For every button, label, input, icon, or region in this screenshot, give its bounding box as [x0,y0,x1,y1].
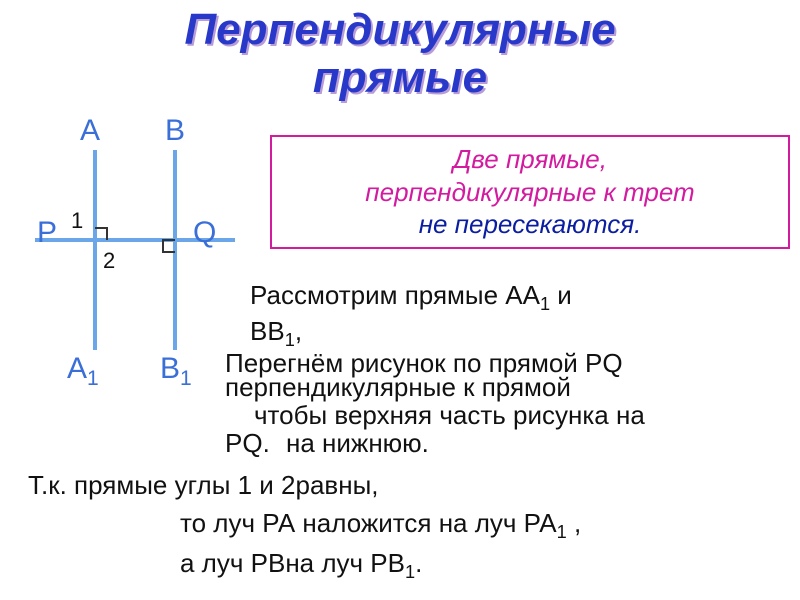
label-P: Р [37,216,57,250]
geometry-diagram: А В Р Q А1 В1 1 2 [25,120,245,400]
theorem-line1: Две прямые, [282,143,778,176]
text-pq-frag: PQ. [225,428,270,459]
text-bb1: ВВ1, [250,316,302,351]
ray1-tail: , [567,508,581,538]
na-bottom: на нижнюю. [286,428,429,458]
slide-title: Перпендикулярные прямые [0,6,800,103]
text-so-top: чтобы верхняя часть рисунка на [254,400,645,431]
text-na-bottom: на нижнюю. [286,428,429,459]
ray2-sub: 1 [405,562,415,582]
text-ray1: то луч РА наложится на луч РА1 , [180,508,581,543]
since-suffix: равны, [296,470,379,500]
label-A1-sub: 1 [87,367,99,390]
ray2-tail: . [415,548,422,578]
consider-mid: и [550,280,572,310]
theorem-line2: перпендикулярные к трет [282,176,778,209]
label-A: А [80,114,100,148]
text-since: Т.к. прямые углы 1 и 2равны, [28,470,379,501]
label-B: В [165,114,185,148]
ray1-sub: 1 [557,522,567,542]
label-B1: В1 [160,352,192,391]
label-A1-base: А [67,352,87,385]
ray2-mid: на луч РВ [285,548,405,578]
text-consider: Рассмотрим прямые АА1 и [250,280,572,315]
since-prefix: Т.к. прямые углы 1 и 2 [28,470,296,500]
perp-overlay: перпендикулярные к прямой [225,372,571,402]
label-Q: Q [193,216,216,250]
title-line2: прямые [0,54,800,102]
consider-prefix: Рассмотрим прямые АА [250,280,540,310]
consider-sub1: 1 [540,294,550,314]
angle-1: 1 [71,208,83,234]
title-line1: Перпендикулярные [0,6,800,54]
text-ray2: а луч РВна луч РВ1. [180,548,422,583]
label-B1-base: В [160,352,180,385]
so-top: чтобы верхняя часть рисунка на [254,400,645,430]
label-A1: А1 [67,352,99,391]
pq-frag: PQ. [225,428,270,458]
ray1-prefix: то луч РА наложится на луч РА [180,508,557,538]
bb-base: ВВ [250,316,285,346]
angle-2: 2 [103,248,115,274]
text-perp-overlay: перпендикулярные к прямой [225,372,571,403]
bb-comma: , [295,316,302,346]
ray2-prefix: а луч РВ [180,548,285,578]
label-B1-sub: 1 [180,367,192,390]
theorem-line3: не пересекаются. [282,208,778,241]
theorem-box: Две прямые, перпендикулярные к трет не п… [270,135,790,249]
diagram-svg [25,120,245,380]
